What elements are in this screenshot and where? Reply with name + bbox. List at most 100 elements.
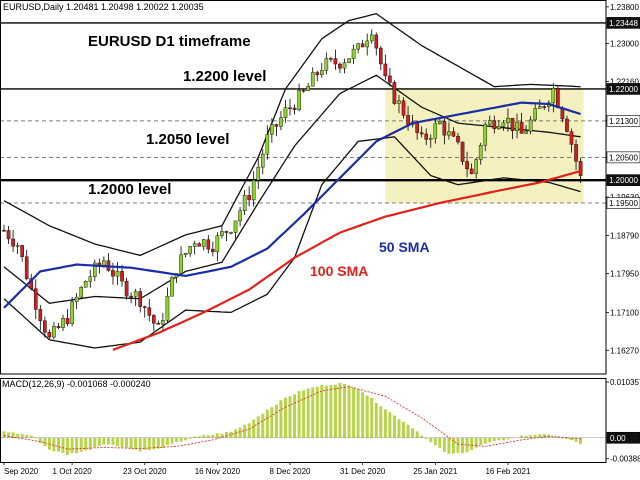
- candle-body: [142, 306, 147, 308]
- candle-body: [501, 122, 506, 127]
- candle-body: [70, 301, 74, 324]
- macd-bar: [483, 437, 487, 444]
- candle-body: [79, 286, 83, 298]
- candle-body: [11, 238, 15, 247]
- macd-bar: [175, 437, 179, 442]
- candle-body: [515, 121, 519, 131]
- macd-bar: [116, 437, 119, 447]
- candle-body: [451, 131, 456, 137]
- candle-body: [465, 161, 469, 170]
- macd-bar: [324, 385, 328, 438]
- candle-body: [301, 90, 306, 92]
- macd-bar: [329, 385, 333, 438]
- macd-bar: [392, 415, 396, 438]
- y-tick-label: 1.18790: [610, 231, 639, 240]
- macd-bar: [465, 437, 469, 453]
- macd-bar: [438, 437, 442, 448]
- price-tag: [606, 197, 640, 209]
- macd-bar: [20, 433, 24, 438]
- macd-bar: [193, 436, 197, 438]
- price-tag-label: 1.20000: [609, 176, 638, 185]
- candle-body: [92, 262, 97, 277]
- level-label-1-2050: 1.2050 level: [146, 131, 229, 148]
- horizontal-levels: [0, 22, 606, 204]
- macd-bar: [311, 387, 315, 438]
- macd-bar: [38, 437, 42, 444]
- chart-title: EURUSD D1 timeframe: [88, 33, 251, 50]
- macd-bar: [261, 413, 265, 438]
- macd-bar: [320, 384, 324, 438]
- candle-body: [224, 231, 229, 233]
- candle-body: [188, 246, 192, 254]
- candle-body: [537, 106, 542, 109]
- macd-bar: [283, 397, 287, 438]
- candle-body: [315, 72, 320, 75]
- macd-bar: [165, 437, 169, 446]
- candle-body: [229, 232, 233, 234]
- candle-body: [365, 40, 370, 48]
- candle-body: [43, 320, 47, 333]
- macd-bar: [370, 397, 374, 438]
- macd-bar: [265, 409, 269, 438]
- macd-bar: [125, 437, 129, 448]
- candle-body: [20, 245, 24, 257]
- price-tag: [606, 115, 640, 127]
- candle-body: [102, 260, 106, 266]
- level-label-1-2000: 1.2000 level: [88, 181, 171, 198]
- macd-signal-path: [3, 386, 581, 450]
- macd-bar: [293, 394, 297, 438]
- x-tick-label: 23 Oct 2020: [123, 467, 167, 476]
- macd-bar: [361, 392, 365, 438]
- macd-bar: [270, 407, 274, 438]
- sma50-label: 50 SMA: [379, 239, 430, 255]
- candle-body: [256, 166, 261, 181]
- macd-bar: [75, 437, 79, 454]
- candle-body: [388, 75, 392, 83]
- candle-body: [447, 131, 451, 136]
- macd-bar: [79, 437, 83, 452]
- macd-y-tick-label: -0.003884: [610, 455, 640, 464]
- candle-body: [288, 107, 292, 109]
- price-tag: [606, 17, 640, 29]
- macd-bar: [501, 437, 505, 441]
- candle-body: [83, 281, 88, 288]
- candle-body: [2, 230, 6, 232]
- candle-body: [333, 58, 338, 65]
- macd-zero-tag: [606, 431, 640, 444]
- candle-body: [351, 48, 356, 59]
- candle-body: [483, 124, 488, 146]
- candle-body: [342, 62, 347, 69]
- macd-bar: [365, 395, 369, 438]
- macd-bar: [397, 419, 401, 438]
- candle-body: [179, 254, 183, 274]
- x-tick-label: 1 Oct 2020: [53, 467, 93, 476]
- candle-body: [406, 115, 410, 125]
- macd-bar: [16, 433, 20, 438]
- candle-body: [542, 106, 547, 108]
- candle-body: [61, 318, 65, 328]
- macd-bar: [288, 396, 292, 438]
- macd-bar: [379, 406, 383, 438]
- macd-bar: [451, 437, 455, 454]
- bollinger-upper-line: [3, 12, 581, 257]
- macd-bar: [497, 437, 501, 441]
- candle-body: [270, 124, 274, 135]
- candle-body: [524, 131, 528, 134]
- candle-body: [215, 235, 220, 253]
- panel-frames: [0, 0, 607, 463]
- macd-bar: [279, 400, 283, 438]
- macd-bar: [97, 437, 101, 446]
- candle-body: [438, 121, 442, 125]
- candle-body: [74, 296, 79, 302]
- macd-bar: [551, 436, 555, 438]
- macd-bar: [461, 437, 465, 454]
- candle-body: [424, 133, 429, 140]
- candle-body: [510, 117, 515, 131]
- macd-bar: [297, 391, 301, 438]
- candle-body: [474, 159, 478, 174]
- macd-bar: [188, 437, 192, 439]
- candle-body: [33, 288, 38, 310]
- candle-body: [506, 117, 510, 124]
- candle-body: [297, 90, 301, 110]
- macd-panel: MACD(12,26,9) -0.001068 -0.000240: [0, 379, 606, 455]
